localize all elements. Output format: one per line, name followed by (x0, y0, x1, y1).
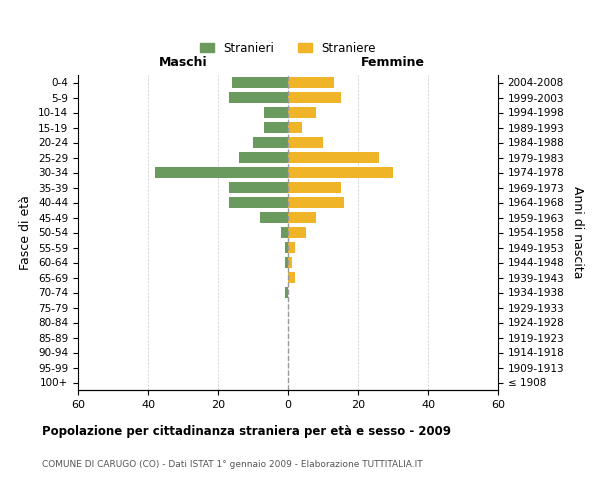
Bar (239, 152, 288, 163)
Bar (288, 242, 295, 253)
Bar (288, 272, 295, 283)
Y-axis label: Anni di nascita: Anni di nascita (571, 186, 584, 279)
Bar (229, 182, 288, 193)
Y-axis label: Fasce di età: Fasce di età (19, 195, 32, 270)
Bar (229, 197, 288, 208)
Bar (288, 92, 341, 103)
Bar (253, 137, 288, 148)
Text: Maschi: Maschi (158, 56, 208, 68)
Bar (288, 197, 344, 208)
Bar (288, 227, 305, 238)
Bar (284, 287, 288, 298)
Bar (288, 122, 302, 133)
Bar (284, 242, 288, 253)
Bar (281, 227, 288, 238)
Bar (288, 182, 341, 193)
Bar (288, 167, 393, 178)
Bar (284, 257, 288, 268)
Bar (260, 212, 288, 223)
Bar (155, 167, 288, 178)
Text: COMUNE DI CARUGO (CO) - Dati ISTAT 1° gennaio 2009 - Elaborazione TUTTITALIA.IT: COMUNE DI CARUGO (CO) - Dati ISTAT 1° ge… (42, 460, 422, 469)
Bar (288, 77, 334, 88)
Bar (288, 257, 292, 268)
Bar (232, 77, 288, 88)
Bar (288, 107, 316, 118)
Text: Femmine: Femmine (361, 56, 425, 68)
Legend: Stranieri, Straniere: Stranieri, Straniere (195, 37, 381, 59)
Text: Popolazione per cittadinanza straniera per età e sesso - 2009: Popolazione per cittadinanza straniera p… (42, 425, 451, 438)
Bar (288, 137, 323, 148)
Bar (263, 107, 288, 118)
Bar (288, 212, 316, 223)
Bar (288, 152, 379, 163)
Bar (229, 92, 288, 103)
Bar (263, 122, 288, 133)
